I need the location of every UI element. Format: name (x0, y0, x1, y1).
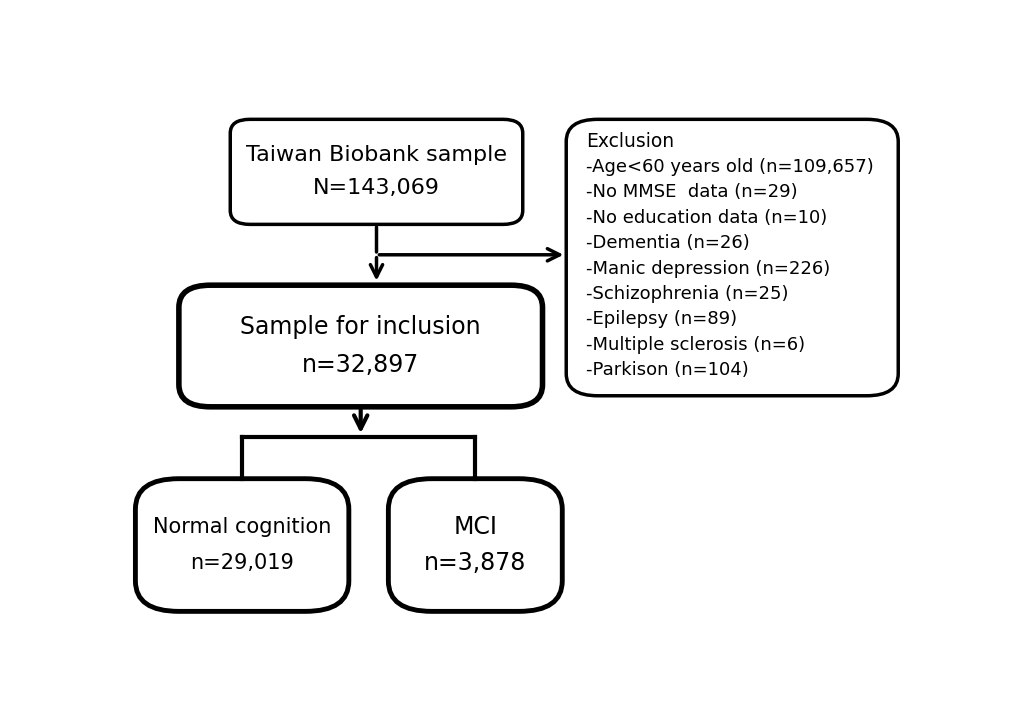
Text: N=143,069: N=143,069 (313, 179, 439, 198)
Text: Taiwan Biobank sample: Taiwan Biobank sample (246, 145, 506, 165)
Text: Sample for inclusion: Sample for inclusion (240, 314, 481, 339)
FancyBboxPatch shape (136, 479, 348, 612)
FancyBboxPatch shape (178, 285, 542, 407)
FancyBboxPatch shape (230, 119, 522, 224)
Text: -No education data (n=10): -No education data (n=10) (586, 209, 826, 227)
Text: -Epilepsy (n=89): -Epilepsy (n=89) (586, 310, 737, 328)
Text: -Age<60 years old (n=109,657): -Age<60 years old (n=109,657) (586, 158, 873, 176)
Text: -Multiple sclerosis (n=6): -Multiple sclerosis (n=6) (586, 336, 804, 354)
Text: MCI: MCI (452, 516, 497, 539)
FancyBboxPatch shape (566, 119, 898, 396)
Text: -Dementia (n=26): -Dementia (n=26) (586, 234, 749, 252)
Text: Normal cognition: Normal cognition (153, 518, 331, 537)
Text: -Manic depression (n=226): -Manic depression (n=226) (586, 260, 829, 278)
Text: n=29,019: n=29,019 (190, 553, 293, 573)
Text: Exclusion: Exclusion (586, 132, 674, 151)
Text: -Parkison (n=104): -Parkison (n=104) (586, 361, 748, 379)
Text: n=32,897: n=32,897 (302, 353, 419, 378)
Text: -No MMSE  data (n=29): -No MMSE data (n=29) (586, 183, 797, 201)
Text: n=3,878: n=3,878 (424, 551, 526, 574)
FancyBboxPatch shape (388, 479, 561, 612)
Text: -Schizophrenia (n=25): -Schizophrenia (n=25) (586, 285, 788, 303)
